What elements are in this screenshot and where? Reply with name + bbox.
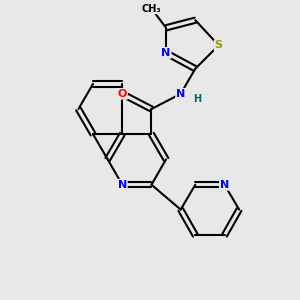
Text: N: N	[161, 48, 171, 58]
Text: N: N	[220, 180, 229, 190]
Text: H: H	[193, 94, 201, 103]
Text: N: N	[118, 180, 127, 190]
Text: N: N	[176, 89, 185, 99]
Text: CH₃: CH₃	[142, 4, 161, 14]
Text: O: O	[118, 89, 127, 99]
Text: S: S	[215, 40, 223, 50]
